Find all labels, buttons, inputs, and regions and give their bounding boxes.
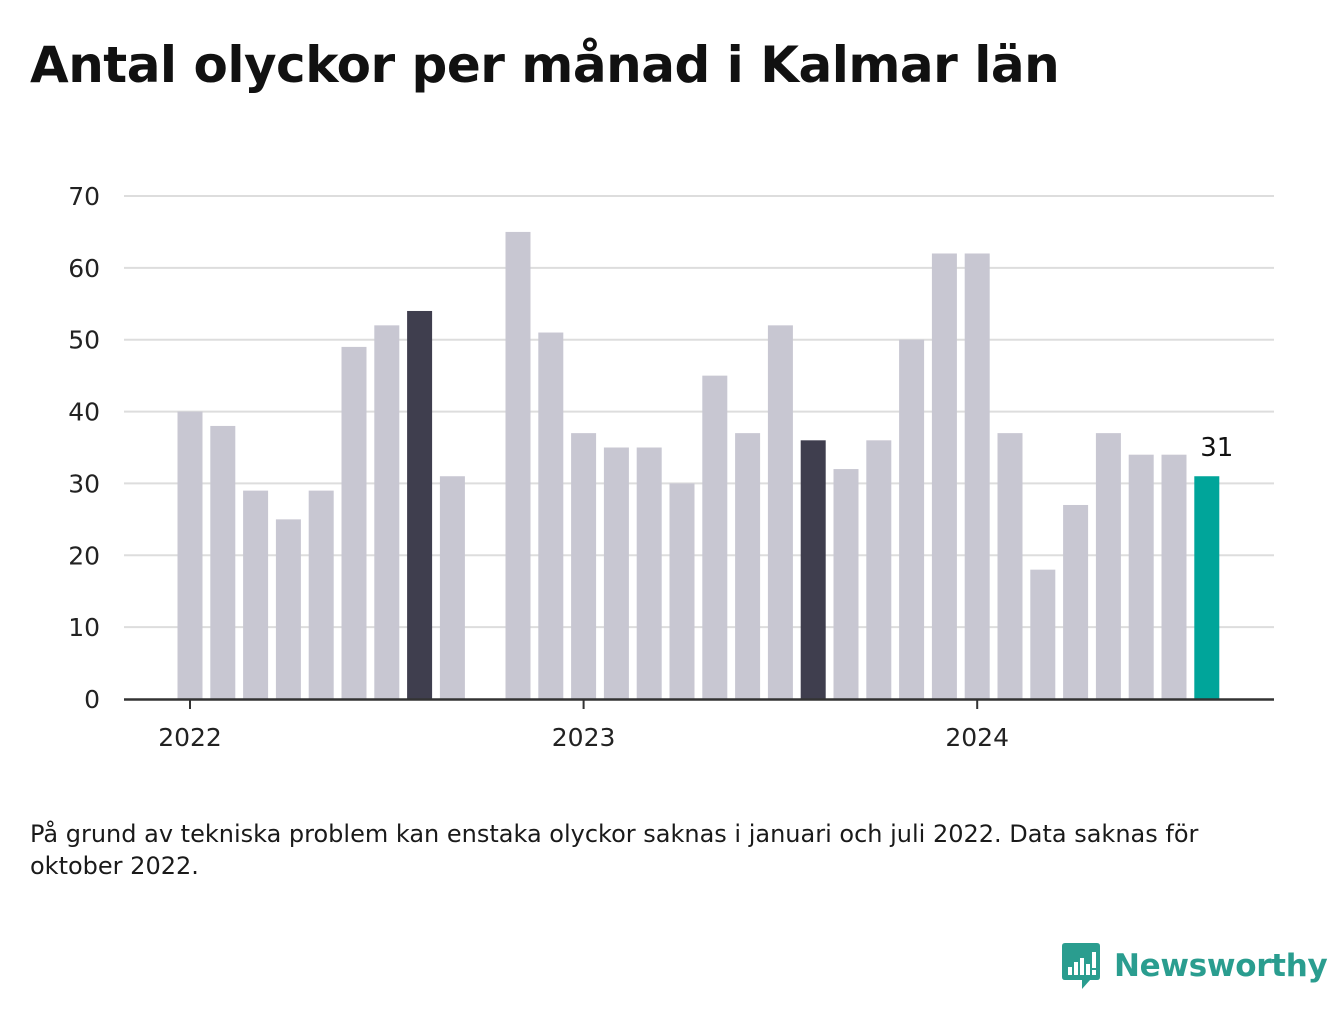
bar [997,433,1023,699]
y-tick-label: 40 [68,398,100,427]
bars [177,231,1220,699]
bar [177,411,203,699]
y-tick-label: 10 [68,613,100,642]
footnote: På grund av tekniska problem kan enstaka… [30,820,1199,880]
bar [669,483,695,699]
x-tick-label: 2023 [552,723,616,752]
bar [1128,454,1154,699]
x-tick-label: 2022 [158,723,222,752]
bar [1161,454,1187,699]
bar-chart: 0 10 20 30 40 50 60 70 2022 2023 2024 31 [68,182,1274,752]
bar [505,231,531,699]
bar [243,490,269,699]
bar [899,339,925,699]
bar [308,490,334,699]
bar [210,425,236,699]
bar [767,325,793,699]
bar [964,253,990,699]
bar [374,325,400,699]
bar [439,476,465,699]
y-tick-label: 70 [68,182,100,211]
bar [702,375,728,699]
brand-logo: Newsworthy [1060,938,1328,994]
y-tick-label: 20 [68,541,100,570]
x-tick-label: 2024 [945,723,1009,752]
y-tick-label: 50 [68,326,100,355]
bar [735,433,761,699]
axes: 0 10 20 30 40 50 60 70 2022 2023 2024 31 [68,182,1274,752]
data-label-latest: 31 [1200,433,1233,463]
bar [931,253,957,699]
bar [1063,504,1089,699]
bar [636,447,662,699]
bar [407,310,433,699]
bar [275,519,301,699]
bar [1194,476,1220,699]
newsworthy-logo-icon [1062,943,1100,989]
bar [800,440,826,699]
y-tick-label: 0 [84,685,100,714]
bar [603,447,629,699]
bar [1030,569,1056,699]
bar [833,469,859,699]
bar [571,433,597,699]
bar [866,440,892,699]
y-tick-label: 30 [68,469,100,498]
y-tick-label: 60 [68,254,100,283]
brand-name: Newsworthy [1114,948,1328,984]
bar [538,332,564,699]
chart-title: Antal olyckor per månad i Kalmar län [30,36,1060,94]
bar [341,346,367,699]
bar [1095,433,1121,699]
